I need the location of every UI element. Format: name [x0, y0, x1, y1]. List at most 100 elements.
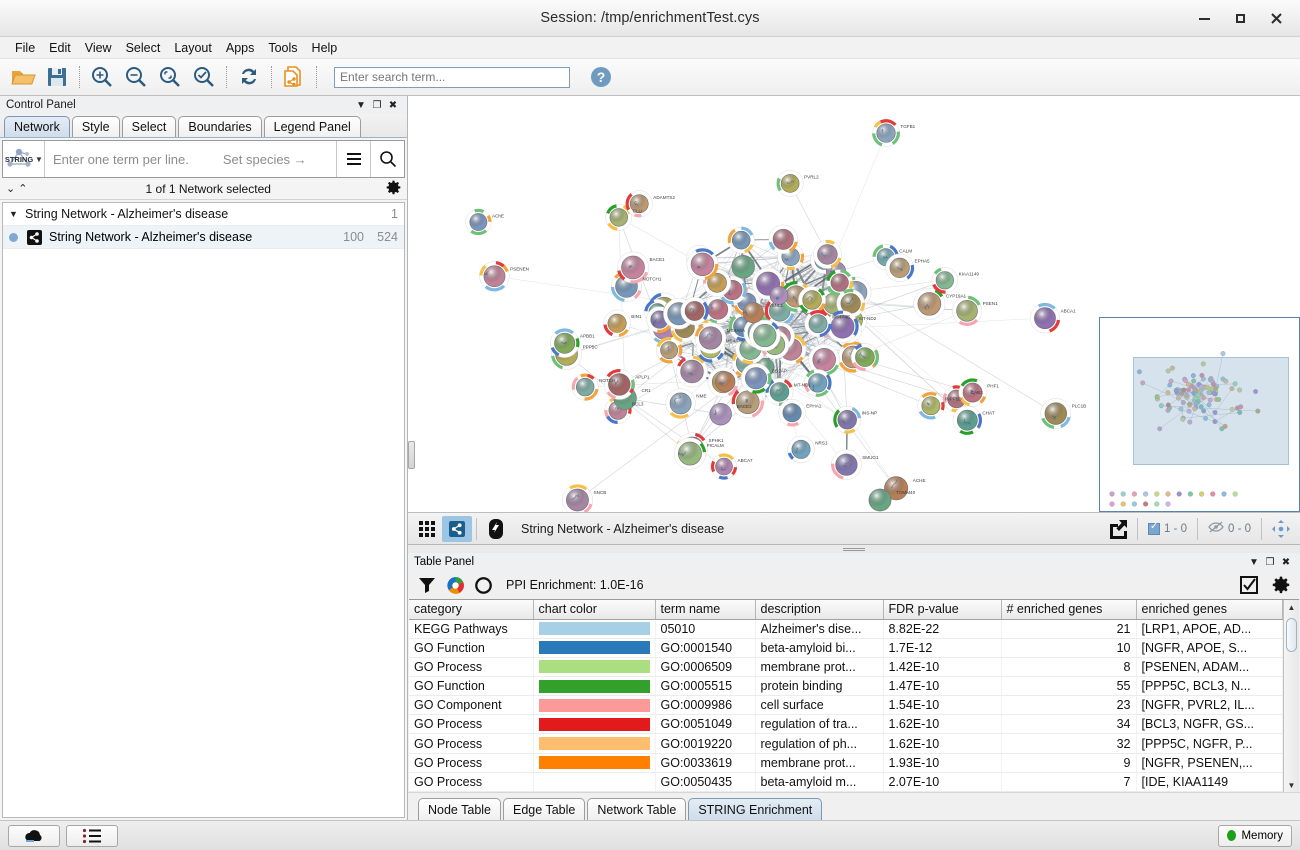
network-graph[interactable]: MT-ND2 MT-ND1 VSNL1 CD2AP MS4A4A MS4A6A MS4A4E…: [408, 96, 1298, 512]
fit-content-icon[interactable]: [1266, 516, 1296, 542]
gear-icon[interactable]: [386, 180, 401, 198]
export-network-icon[interactable]: [277, 61, 311, 93]
grid-layout-icon[interactable]: [412, 516, 442, 542]
string-term-input[interactable]: Enter one term per line. Set species →: [45, 141, 336, 177]
tab-string-enrichment[interactable]: STRING Enrichment: [688, 798, 823, 820]
menu-help[interactable]: Help: [311, 40, 338, 55]
color-chart-icon[interactable]: [442, 573, 468, 597]
set-species-link[interactable]: Set species →: [222, 151, 307, 167]
network-node[interactable]: [735, 333, 766, 365]
network-node[interactable]: [787, 435, 815, 464]
col-description[interactable]: description: [755, 600, 884, 620]
task-list-icon[interactable]: [66, 824, 118, 847]
table-row[interactable]: GO Function GO:0001540 beta-amyloid bi... 1…: [409, 638, 1283, 658]
network-tree-root-row[interactable]: ▼ String Network - Alzheimer's disease 1: [3, 203, 404, 226]
control-panel-float-icon[interactable]: ❐: [372, 99, 382, 111]
network-node[interactable]: [680, 296, 709, 326]
network-node[interactable]: [917, 392, 945, 420]
network-node[interactable]: [958, 378, 987, 407]
network-node[interactable]: [826, 310, 859, 343]
tab-edge-table[interactable]: Edge Table: [503, 798, 586, 820]
col-fdr-pvalue[interactable]: FDR p-value: [883, 600, 1002, 620]
network-canvas[interactable]: MT-ND2 MT-ND1 VSNL1 CD2AP MS4A4A MS4A6A MS4A4E…: [408, 96, 1300, 512]
menu-file[interactable]: File: [15, 40, 36, 55]
collapse-all-icon[interactable]: ⌄: [6, 183, 16, 195]
network-node[interactable]: [603, 368, 635, 400]
tab-style[interactable]: Style: [71, 116, 120, 137]
donut-chart-icon[interactable]: [470, 573, 496, 597]
table-row[interactable]: GO Process GO:0019220 regulation of ph... 1…: [409, 733, 1283, 754]
export-image-icon[interactable]: [1103, 516, 1133, 542]
zoom-out-icon[interactable]: [119, 61, 153, 93]
network-node[interactable]: [769, 286, 789, 305]
control-panel-dropdown-icon[interactable]: ▼: [356, 99, 366, 111]
tab-boundaries[interactable]: Boundaries: [178, 116, 262, 137]
gear-icon[interactable]: [1268, 573, 1294, 597]
scroll-down-arrow-icon[interactable]: ▼: [1287, 780, 1296, 790]
string-logo-icon[interactable]: STRING ▼: [3, 141, 45, 177]
checkbox-icon[interactable]: [1236, 573, 1262, 597]
network-node[interactable]: [561, 484, 594, 512]
network-node[interactable]: [727, 226, 755, 254]
col-term-name[interactable]: term name: [655, 600, 756, 620]
network-node[interactable]: [1029, 302, 1061, 334]
network-node[interactable]: [765, 378, 794, 406]
network-node[interactable]: [673, 437, 707, 470]
open-folder-icon[interactable]: [6, 61, 40, 93]
scroll-thumb[interactable]: [1286, 618, 1297, 652]
network-node[interactable]: [833, 405, 862, 434]
control-panel-close-icon[interactable]: ✖: [388, 99, 398, 111]
network-node[interactable]: [884, 476, 909, 501]
menu-apps[interactable]: Apps: [225, 40, 255, 55]
search-input[interactable]: Enter search term...: [334, 66, 570, 88]
network-node[interactable]: [694, 322, 727, 354]
network-node[interactable]: [686, 248, 719, 281]
enrichment-table[interactable]: category chart color term name descripti…: [409, 600, 1283, 793]
network-node[interactable]: [826, 269, 854, 296]
col-enriched-genes[interactable]: enriched genes: [1136, 600, 1283, 620]
network-node[interactable]: [776, 170, 804, 197]
network-node[interactable]: [740, 363, 772, 394]
menu-edit[interactable]: Edit: [49, 40, 71, 55]
table-body[interactable]: KEGG Pathways 05010 Alzheimer's dise... 8.8…: [409, 619, 1283, 793]
tab-network-table[interactable]: Network Table: [587, 798, 687, 820]
network-node[interactable]: [768, 224, 798, 254]
scroll-up-arrow-icon[interactable]: ▲: [1287, 602, 1296, 612]
table-row[interactable]: GO Process GO:0050435 beta-amyloid m... 2.0…: [409, 772, 1283, 793]
network-node[interactable]: [571, 373, 599, 401]
close-button[interactable]: [1258, 4, 1294, 34]
network-node[interactable]: [731, 255, 755, 279]
minimize-button[interactable]: [1186, 4, 1222, 34]
tab-select[interactable]: Select: [121, 116, 177, 137]
hamburger-icon[interactable]: [336, 141, 370, 177]
network-node[interactable]: [749, 319, 781, 352]
network-node[interactable]: [804, 310, 832, 338]
network-node[interactable]: [798, 286, 826, 314]
network-tree-child-row[interactable]: String Network - Alzheimer's disease 100…: [3, 226, 404, 249]
maximize-button[interactable]: [1222, 4, 1258, 34]
network-tree-list[interactable]: ▼ String Network - Alzheimer's disease 1…: [2, 202, 405, 818]
menu-layout[interactable]: Layout: [174, 40, 212, 55]
expand-all-icon[interactable]: ⌃: [18, 183, 28, 195]
table-row[interactable]: GO Process GO:0033619 membrane prot... 1.93…: [409, 753, 1283, 773]
network-node[interactable]: [808, 343, 841, 376]
annotation-tool-icon[interactable]: [481, 516, 511, 542]
menu-view[interactable]: View: [84, 40, 112, 55]
filter-icon[interactable]: [414, 573, 440, 597]
zoom-in-icon[interactable]: [85, 61, 119, 93]
string-dropdown-caret-icon[interactable]: ▼: [35, 154, 43, 164]
network-node[interactable]: [836, 288, 866, 318]
save-icon[interactable]: [40, 61, 74, 93]
tab-legend-panel[interactable]: Legend Panel: [263, 116, 361, 137]
table-panel-dropdown-icon[interactable]: ▼: [1249, 556, 1259, 568]
menu-select[interactable]: Select: [125, 40, 161, 55]
cloud-icon[interactable]: [8, 824, 60, 847]
network-node[interactable]: [656, 337, 683, 364]
horizontal-splitter[interactable]: [408, 545, 1300, 553]
help-icon[interactable]: ?: [584, 61, 618, 93]
expand-triangle-icon[interactable]: ▼: [9, 209, 18, 219]
network-node[interactable]: [931, 267, 959, 294]
zoom-fit-selected-icon[interactable]: [153, 61, 187, 93]
table-panel-float-icon[interactable]: ❐: [1265, 556, 1275, 568]
network-node[interactable]: [885, 253, 915, 283]
